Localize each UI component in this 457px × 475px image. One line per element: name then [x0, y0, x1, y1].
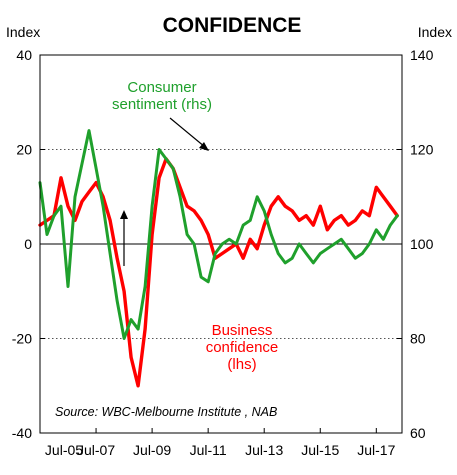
- chart-title: CONFIDENCE: [163, 14, 302, 37]
- business-arrow-head: [120, 210, 128, 219]
- left-tick-label-4: 40: [16, 47, 32, 63]
- right-axis-title: Index: [418, 24, 452, 40]
- x-tick-label-2: Jul-09: [133, 442, 171, 458]
- left-tick-label-1: -20: [12, 331, 32, 347]
- left-tick-label-0: -40: [12, 425, 32, 441]
- x-tick-label-0: Jul-05: [45, 442, 83, 458]
- consumer-sentiment-annotation: Consumer sentiment (rhs): [112, 79, 212, 151]
- business-label-line-2: confidence: [206, 339, 279, 356]
- business-label-line-1: Business: [212, 322, 273, 339]
- right-tick-label-0: 60: [410, 425, 426, 441]
- right-tick-label-1: 80: [410, 331, 426, 347]
- right-tick-label-4: 140: [410, 47, 434, 63]
- consumer-arrow: [169, 117, 206, 148]
- left-axis-title: Index: [6, 24, 40, 40]
- right-tick-label-2: 100: [410, 236, 434, 252]
- x-tick-label-4: Jul-13: [245, 442, 283, 458]
- x-tick-label-3: Jul-11: [190, 442, 227, 458]
- consumer-label-line-1: Consumer: [127, 79, 196, 96]
- right-tick-label-3: 120: [410, 142, 434, 158]
- x-tick-label-1: Jul-07: [77, 442, 115, 458]
- x-tick-label-6: Jul-17: [357, 442, 395, 458]
- series-lines: [38, 129, 399, 388]
- consumer-arrow-head: [199, 142, 209, 151]
- consumer-label-line-2: sentiment (rhs): [112, 96, 212, 113]
- left-tick-label-2: 0: [24, 236, 32, 252]
- business-arrow: [120, 210, 128, 266]
- business-label-line-3: (lhs): [227, 356, 256, 373]
- source-note: Source: WBC-Melbourne Institute , NAB: [55, 405, 277, 419]
- business-confidence-annotation: Business confidence (lhs): [206, 322, 279, 373]
- consumer-sentiment-line: [38, 129, 399, 340]
- left-tick-label-3: 20: [16, 142, 32, 158]
- x-tick-label-5: Jul-15: [301, 442, 339, 458]
